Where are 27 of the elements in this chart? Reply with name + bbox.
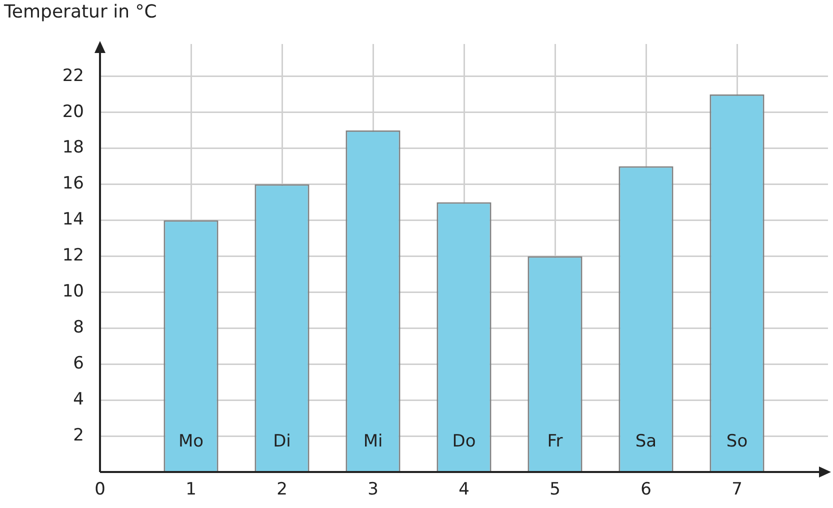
x-tick-label: 0	[94, 480, 106, 500]
annotation: Sa	[635, 431, 657, 452]
y-tick-label: 14	[62, 210, 84, 230]
x-tick-label: 3	[368, 480, 378, 500]
annotation: So	[726, 431, 748, 452]
y-tick-label: 20	[62, 102, 84, 122]
y-tick-label: 16	[62, 174, 84, 194]
annotation: Mi	[363, 431, 383, 452]
y-tick-label: 4	[73, 389, 84, 410]
y-tick-label: 18	[62, 138, 84, 158]
y-axis-title: Temperatur in °C	[3, 2, 157, 23]
annotation: Di	[273, 431, 291, 452]
x-tick-label: 7	[732, 480, 742, 500]
annotation: Fr	[547, 431, 563, 452]
y-tick-label: 22	[62, 66, 84, 86]
x-tick-label: 4	[458, 480, 470, 500]
annotation: Mo	[178, 431, 204, 452]
y-tick-label: 6	[73, 354, 84, 374]
x-tick-label: 6	[640, 480, 652, 500]
y-tick-label: 12	[62, 246, 84, 266]
annotation: Do	[452, 431, 476, 452]
x-tick-label: 5	[550, 480, 560, 500]
y-tick-label: 8	[73, 318, 84, 338]
y-tick-label: 10	[62, 282, 84, 302]
x-tick-label: 1	[186, 480, 196, 500]
x-tick-label: 2	[276, 480, 288, 500]
y-tick-label: 2	[73, 425, 84, 446]
